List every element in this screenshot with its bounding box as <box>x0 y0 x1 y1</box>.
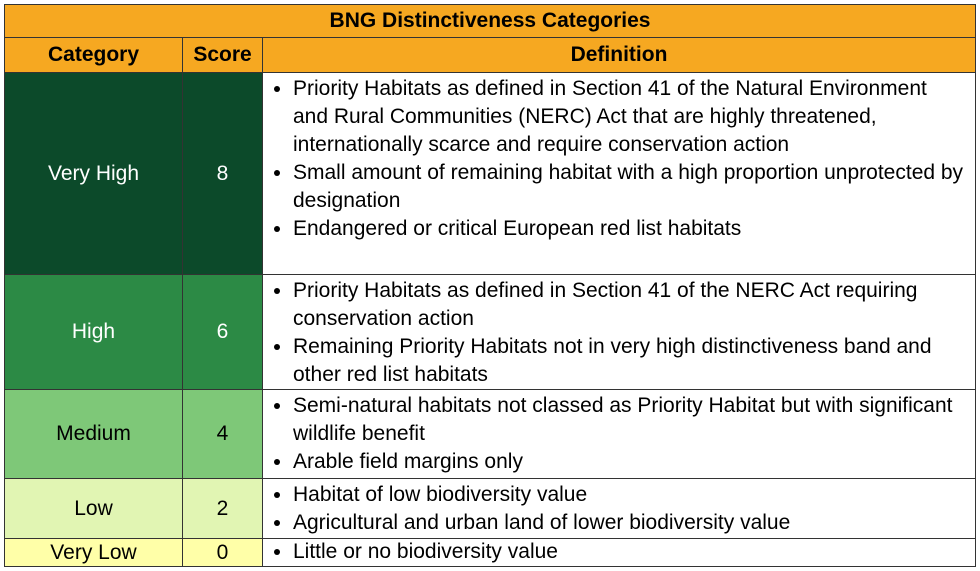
score-cell: 0 <box>182 538 263 567</box>
table-row: Low2Habitat of low biodiversity valueAgr… <box>4 478 976 539</box>
definition-list: Little or no biodiversity value <box>263 539 975 564</box>
category-cell: Medium <box>4 389 183 479</box>
definition-cell: Priority Habitats as defined in Section … <box>262 72 976 275</box>
definition-item: Arable field margins only <box>293 448 967 476</box>
definition-item: Semi-natural habitats not classed as Pri… <box>293 392 967 448</box>
table: BNG Distinctiveness Categories Category … <box>4 4 976 567</box>
score-cell: 8 <box>182 72 263 275</box>
definition-item: Little or no biodiversity value <box>293 539 967 564</box>
definition-item: Small amount of remaining habitat with a… <box>293 159 967 215</box>
definition-cell: Habitat of low biodiversity valueAgricul… <box>262 478 976 539</box>
definition-item: Priority Habitats as defined in Section … <box>293 75 967 159</box>
category-cell: Low <box>4 478 183 539</box>
definition-item: Remaining Priority Habitats not in very … <box>293 333 967 389</box>
definition-cell: Priority Habitats as defined in Section … <box>262 274 976 390</box>
definition-item: Priority Habitats as defined in Section … <box>293 277 967 333</box>
header-cell: Definition <box>262 37 976 73</box>
definition-item: Agricultural and urban land of lower bio… <box>293 509 967 537</box>
category-cell: High <box>4 274 183 390</box>
definition-cell: Semi-natural habitats not classed as Pri… <box>262 389 976 479</box>
definition-list: Semi-natural habitats not classed as Pri… <box>263 390 975 476</box>
definition-list: Habitat of low biodiversity valueAgricul… <box>263 479 975 537</box>
definition-list: Priority Habitats as defined in Section … <box>263 275 975 389</box>
definition-item: Habitat of low biodiversity value <box>293 481 967 509</box>
table-title: BNG Distinctiveness Categories <box>4 4 976 38</box>
header-cell: Score <box>182 37 263 73</box>
score-cell: 2 <box>182 478 263 539</box>
header-cell: Category <box>4 37 183 73</box>
table-wrap: BNG Distinctiveness Categories Category … <box>4 4 976 567</box>
category-cell: Very High <box>4 72 183 275</box>
definition-cell: Little or no biodiversity value <box>262 538 976 567</box>
definition-list: Priority Habitats as defined in Section … <box>263 73 975 243</box>
definition-item: Endangered or critical European red list… <box>293 215 967 243</box>
score-cell: 6 <box>182 274 263 390</box>
category-cell: Very Low <box>4 538 183 567</box>
score-cell: 4 <box>182 389 263 479</box>
